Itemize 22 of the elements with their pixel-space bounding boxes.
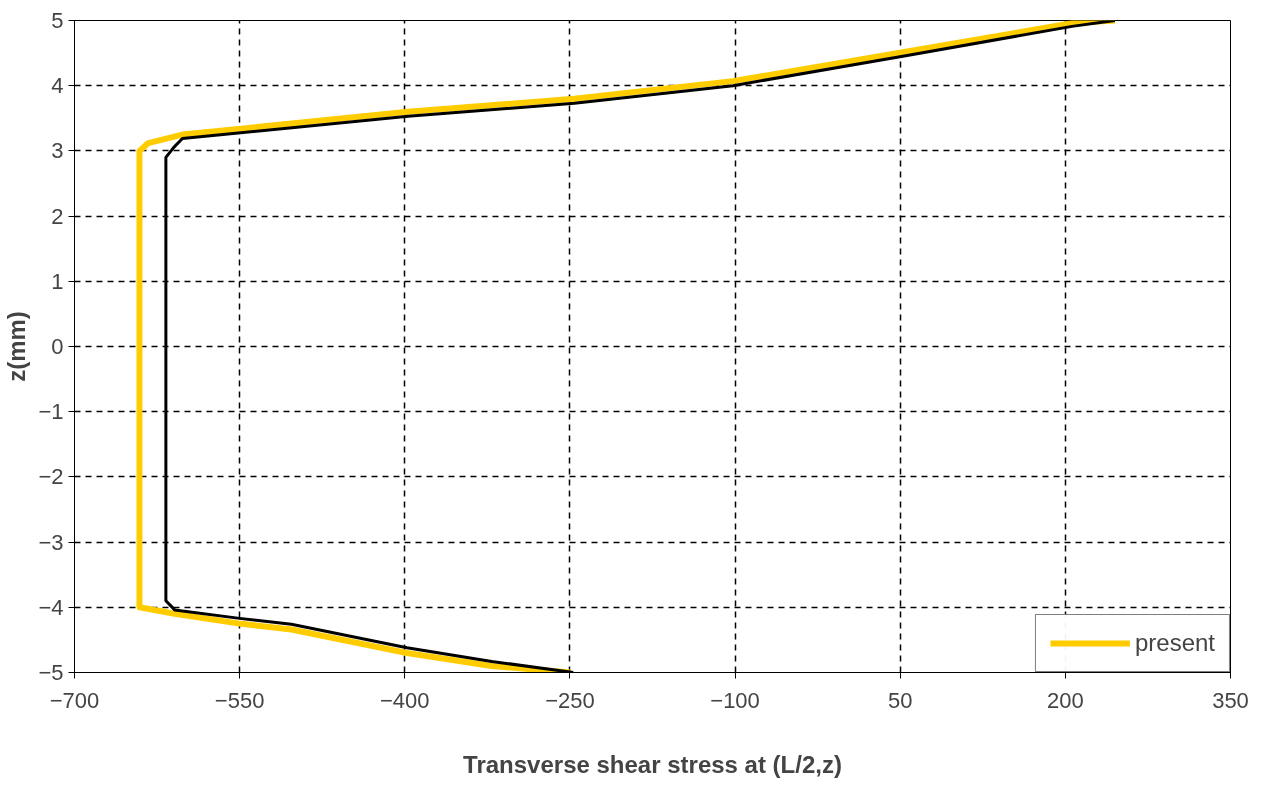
- x-tick-label: −100: [710, 687, 760, 713]
- legend-label: present: [1134, 629, 1215, 657]
- x-tick-label: 350: [1212, 687, 1249, 713]
- y-tick-label: 2: [51, 203, 64, 229]
- x-axis-title: Transverse shear stress at (L/2,z): [463, 750, 842, 778]
- x-tick-label: 50: [887, 687, 913, 713]
- y-tick-label: −5: [38, 660, 64, 685]
- y-tick-label: 5: [51, 8, 64, 33]
- y-tick-label: 4: [51, 73, 64, 99]
- y-tick-label: 1: [51, 268, 64, 294]
- y-tick-label: −2: [38, 464, 64, 490]
- y-tick-label: −1: [38, 399, 64, 425]
- y-tick-label: −4: [38, 594, 64, 620]
- y-tick-label: −3: [38, 529, 64, 555]
- x-tick-label: −550: [214, 687, 265, 713]
- x-tick-label: −250: [545, 687, 595, 713]
- x-tick-label: −400: [380, 687, 430, 713]
- y-axis-title: z(mm): [3, 311, 31, 382]
- y-tick-label: 3: [51, 138, 64, 164]
- y-tick-label: 0: [51, 334, 64, 359]
- x-tick-label: −700: [49, 687, 100, 713]
- x-tick-label: 200: [1047, 687, 1084, 713]
